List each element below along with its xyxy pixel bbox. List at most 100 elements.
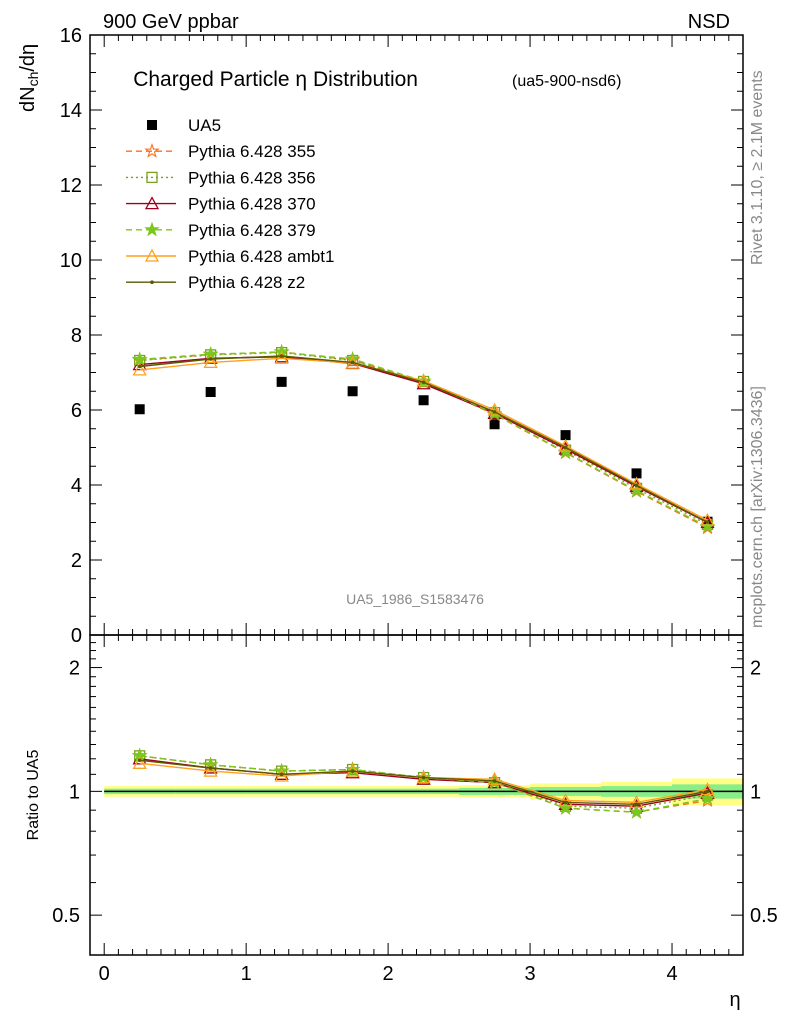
legend-label: Pythia 6.428 356 [188, 168, 316, 187]
data-point [631, 468, 642, 479]
legend-entry: Pythia 6.428 z2 [126, 273, 305, 292]
ratio-point [421, 775, 426, 780]
data-point [563, 445, 568, 450]
ratio-point [274, 768, 289, 782]
legend-entry: Pythia 6.428 356 [126, 168, 316, 187]
data-point [279, 354, 284, 358]
header-right: NSD [688, 11, 730, 33]
data-point [418, 395, 429, 406]
ratio-point [208, 766, 213, 770]
legend-label: Pythia 6.428 355 [188, 142, 316, 161]
data-point [137, 364, 142, 369]
header-left: 900 GeV ppbar [103, 11, 239, 33]
legend: UA5 Pythia 6.428 355 Pythia 6.428 356 Pythi… [126, 116, 334, 292]
ratio-point [137, 758, 142, 763]
data-point [489, 419, 500, 430]
ratio-point [700, 782, 715, 796]
data-point [492, 410, 497, 414]
ratio-point [705, 789, 710, 794]
analysis-watermark: UA5_1986_S1583476 [346, 591, 484, 607]
ratio-point [634, 802, 639, 807]
legend-label: UA5 [188, 116, 221, 135]
ratio-y-tick-label-left: 2 [69, 658, 80, 680]
legend-marker [144, 221, 160, 237]
x-tick-label: 2 [383, 963, 394, 985]
y-tick-label: 4 [71, 475, 82, 497]
data-point [350, 360, 355, 365]
ratio-series [131, 747, 716, 819]
ratio-point [350, 769, 355, 773]
data-point [203, 355, 218, 369]
ratio-point [132, 755, 147, 769]
y-tick-label: 2 [71, 550, 82, 572]
data-point [208, 357, 213, 361]
ratio-y-tick-label-right: 0.5 [750, 905, 778, 927]
data-point [274, 350, 289, 364]
ratio-y-axis-label: Ratio to UA5 [25, 750, 42, 841]
y-tick-label: 8 [71, 325, 82, 347]
data-point [416, 373, 431, 387]
data-point [205, 387, 216, 397]
ratio-y-tick-label-left: 0.5 [52, 905, 80, 927]
main-axes: 0 2 4 6 8 10 12 14 16 [60, 25, 744, 647]
legend-entry: Pythia 6.428 379 [126, 221, 316, 240]
data-point [276, 376, 287, 387]
y-tick-label: 16 [60, 25, 82, 47]
ratio-point [699, 790, 716, 806]
ratio-y-tick-label-right: 1 [750, 781, 761, 803]
x-tick-label: 3 [525, 963, 536, 985]
y-axis-label-sub: ch [25, 72, 41, 87]
ratio-frame [89, 634, 744, 956]
chart-subtitle: (ua5-900-nsd6) [512, 73, 621, 90]
ratio-point [203, 763, 218, 777]
legend-marker [144, 196, 160, 210]
legend-marker [147, 120, 157, 130]
ratio-y-tick-label-left: 1 [69, 781, 80, 803]
y-axis-label-rest: /dη [17, 44, 39, 72]
data-point [560, 430, 571, 441]
chart-title: Charged Particle η Distribution [133, 68, 418, 91]
data-point [421, 380, 426, 385]
legend-label: Pythia 6.428 370 [188, 195, 316, 214]
data-point [699, 518, 716, 534]
series-line [139, 351, 708, 528]
x-tick-label: 0 [99, 963, 110, 985]
legend-marker [146, 171, 158, 184]
ratio-point [629, 795, 644, 809]
mcplots-info: mcplots.cern.ch [arXiv:1306.3436] [749, 386, 766, 628]
legend-label: Pythia 6.428 379 [188, 221, 316, 240]
legend-entry: UA5 [147, 116, 221, 135]
legend-marker [150, 280, 154, 285]
ratio-axes: 0.5 0.5 1 1 2 2 0 1 2 3 4 [52, 634, 778, 985]
legend-marker [144, 248, 160, 262]
data-point [700, 512, 715, 526]
x-tick-label: 1 [241, 963, 252, 985]
ratio-point [279, 772, 284, 777]
data-point [131, 351, 148, 366]
x-axis-label: η [729, 989, 740, 1011]
y-axis-label-main: dN [17, 86, 39, 112]
legend-entry: Pythia 6.428 370 [126, 195, 316, 214]
main-series [131, 343, 716, 535]
series-6 [137, 354, 710, 524]
legend-entry: Pythia 6.428 355 [126, 142, 316, 161]
legend-marker [144, 143, 160, 158]
data-point [487, 402, 502, 416]
ratio-point [487, 771, 502, 785]
ratio-point [563, 800, 568, 805]
data-point [705, 520, 710, 524]
rivet-info: Rivet 3.1.10, ≥ 2.1M events [749, 70, 766, 265]
ratio-y-tick-label-right: 2 [750, 658, 761, 680]
ratio-point [628, 803, 645, 819]
data-point [134, 404, 145, 415]
y-tick-label: 12 [60, 175, 82, 197]
data-point [132, 362, 147, 376]
x-tick-label: 4 [666, 963, 677, 985]
data-point [347, 386, 358, 397]
y-tick-label: 0 [71, 625, 82, 647]
series-0 [134, 376, 713, 527]
ratio-series-5 [137, 758, 710, 807]
y-tick-label: 14 [60, 100, 82, 122]
